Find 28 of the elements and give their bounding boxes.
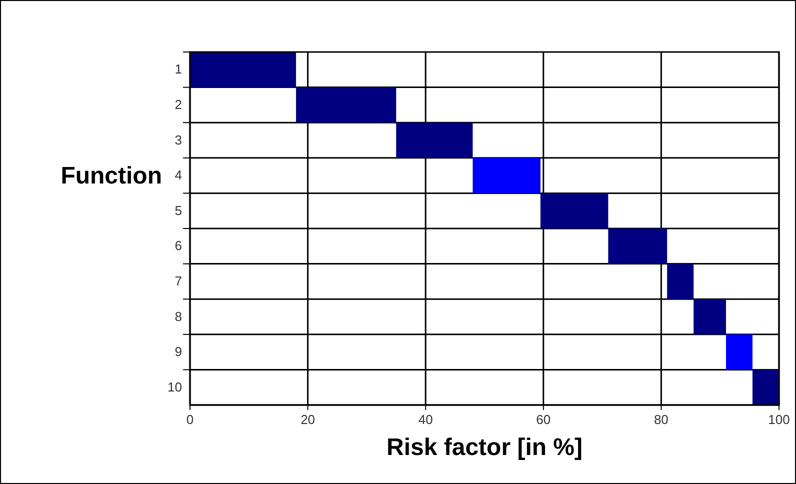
x-tick-label: 80 [654,412,668,427]
y-tick-label: 5 [174,202,182,218]
bar [296,87,396,123]
y-tick-label: 7 [174,273,182,288]
y-tick-label: 8 [174,308,182,324]
bar [190,52,296,88]
bar [667,264,694,300]
x-tick-label: 60 [536,412,551,427]
bar [396,122,473,158]
bar [694,299,726,334]
x-tick-label: 20 [300,412,316,427]
y-tick-label: 10 [168,379,182,394]
bar [726,334,752,370]
x-tick-label: 100 [768,412,790,427]
bar [608,228,668,264]
x-tick-label: 40 [418,412,433,427]
y-tick-label: 6 [174,238,182,254]
y-axis-title: Function [60,162,162,190]
y-tick-label: 3 [174,132,182,148]
y-tick-label: 1 [174,62,182,77]
bar [540,193,608,228]
y-tick-label: 4 [174,168,182,183]
bar [472,158,540,194]
y-tick-label: 2 [174,96,182,112]
y-tick-label: 9 [174,344,182,360]
x-axis-title: Risk factor [in %] [386,434,583,461]
x-tick-label: 0 [186,412,194,427]
bar [752,370,779,405]
